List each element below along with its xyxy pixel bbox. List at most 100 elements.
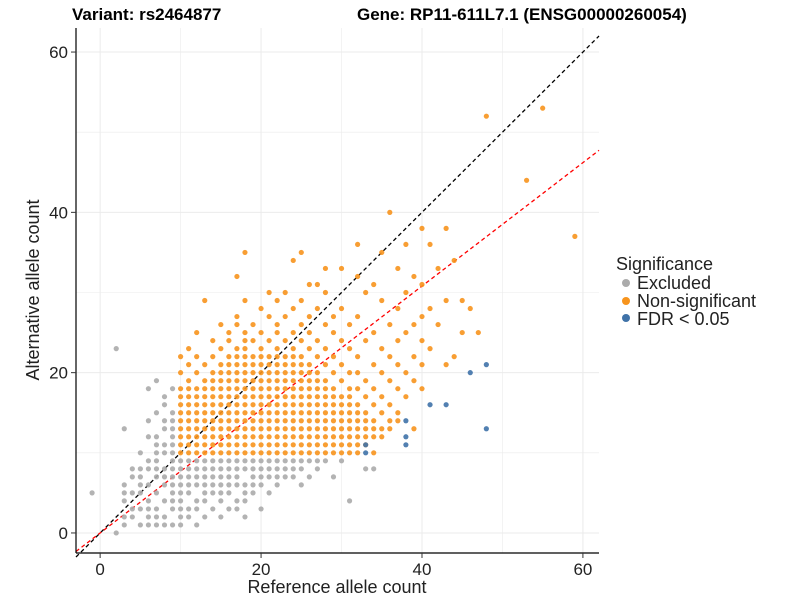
data-point [306,442,312,448]
data-point [242,482,248,488]
data-point [226,434,232,440]
data-point [258,305,264,312]
data-point [483,426,489,432]
data-point [314,410,320,416]
data-point [330,426,337,432]
data-point [258,378,264,384]
data-point [250,362,256,368]
data-point [298,450,304,456]
data-point [202,458,208,464]
data-point [242,466,248,472]
data-point [322,265,329,272]
data-point [178,418,184,424]
data-point [129,466,135,472]
data-point [202,498,208,504]
data-point [169,410,176,416]
data-point [274,386,280,392]
data-point [483,362,489,368]
data-point [298,386,304,392]
series-excluded [89,346,377,536]
data-point [258,346,264,352]
data-point [322,458,329,464]
data-point [242,297,248,304]
data-point [202,297,208,304]
data-point [202,410,208,416]
data-point [379,426,385,432]
x-tick-label: 60 [573,560,592,579]
data-point [395,337,401,344]
data-point [371,281,377,288]
data-point [274,394,280,400]
data-point [371,466,377,472]
data-point [218,482,224,488]
data-point [371,362,377,368]
data-point [218,466,224,472]
data-point [194,386,200,392]
data-point [298,297,304,304]
data-point [266,458,272,464]
data-point [371,386,377,392]
data-point [250,370,256,376]
data-point [258,418,264,424]
data-point [363,426,369,432]
data-point [137,522,143,528]
data-point [379,249,385,256]
data-point [306,370,312,376]
data-point [274,458,280,464]
data-point [298,410,304,416]
data-point [242,410,248,416]
title-right: Gene: RP11-611L7.1 (ENSG00000260054) [357,5,687,24]
data-point [218,498,224,504]
data-point [330,442,337,448]
data-point [226,474,232,480]
data-point [314,434,320,440]
data-point [178,354,184,360]
series-non-significant [178,105,578,456]
data-point [322,346,329,352]
data-point [338,305,345,312]
data-point [202,386,208,392]
x-tick-label: 20 [252,560,271,579]
data-point [282,458,288,464]
data-point [137,490,143,496]
data-point [346,442,353,448]
data-point [161,474,168,480]
legend: Significance Excluded Non-significant FD… [616,254,756,329]
data-point [121,514,127,520]
data-point [274,482,280,488]
data-point [145,434,152,440]
data-point [226,458,232,464]
data-point [298,458,304,464]
data-point [234,458,240,464]
data-point [451,257,457,264]
data-point [234,418,240,424]
data-point [202,394,208,400]
data-point [161,426,168,432]
data-point [234,394,240,400]
data-point [137,474,143,480]
data-point [306,458,312,464]
data-point [234,321,240,328]
x-tick-label: 0 [95,560,104,579]
data-point [161,522,168,528]
data-point [194,329,200,336]
data-point [387,354,393,360]
data-point [234,370,240,376]
data-point [250,321,256,328]
data-point [306,474,312,480]
data-point [234,498,240,504]
data-point [403,289,409,296]
data-point [403,434,409,440]
data-point [306,450,312,456]
data-point [346,346,353,352]
data-point [169,458,176,464]
data-point [89,490,95,496]
data-point [290,329,296,336]
data-point [403,442,409,448]
data-point [258,434,264,440]
data-point [218,514,224,520]
data-point [274,402,280,408]
data-point [153,490,160,496]
data-point [242,362,248,368]
data-point [282,337,288,344]
